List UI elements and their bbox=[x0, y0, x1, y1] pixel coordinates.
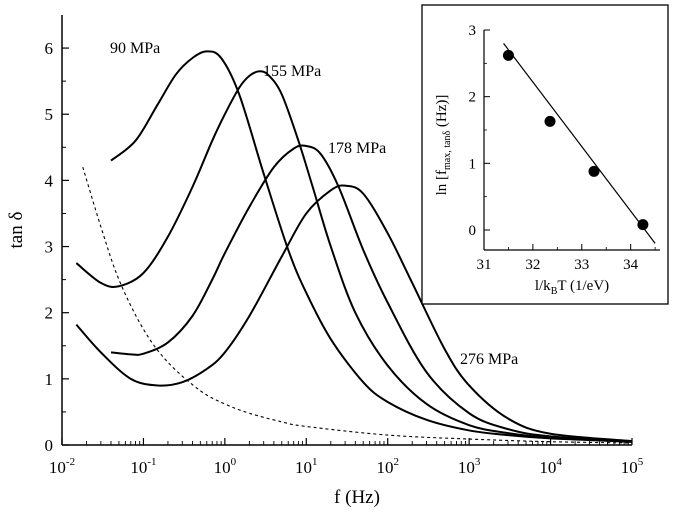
main-y-axis-label: tan δ bbox=[6, 211, 27, 248]
x-tick-label: 10-1 bbox=[130, 456, 156, 477]
series-label: 90 MPa bbox=[110, 40, 160, 57]
inset-x-tick-label: 34 bbox=[623, 257, 639, 273]
main-x-axis-label: f (Hz) bbox=[334, 487, 380, 508]
y-tick-label: 2 bbox=[45, 304, 54, 323]
series-curve-3 bbox=[110, 144, 633, 443]
inset-ticks: 0 1 2 3 31 32 33 34 bbox=[469, 23, 656, 273]
x-tick-label: 104 bbox=[539, 456, 562, 477]
inset-x-tick-label: 32 bbox=[525, 257, 540, 273]
inset-data-point bbox=[502, 49, 514, 61]
series-label: 276 MPa bbox=[460, 351, 518, 368]
series-labels: 90 MPa 155 MPa 178 MPa 276 MPa bbox=[110, 40, 518, 368]
series-curve-2 bbox=[75, 70, 633, 443]
series-curve-4 bbox=[75, 184, 633, 443]
y-tick-label: 3 bbox=[45, 238, 54, 257]
series-label: 178 MPa bbox=[328, 140, 386, 157]
y-tick-label: 0 bbox=[45, 436, 54, 455]
x-tick-label: 103 bbox=[458, 456, 481, 477]
y-tick-label: 6 bbox=[45, 39, 54, 58]
y-tick-label: 1 bbox=[45, 370, 54, 389]
inset-data-point bbox=[544, 115, 556, 127]
main-curves bbox=[75, 50, 633, 444]
series-label: 155 MPa bbox=[263, 63, 321, 80]
inset-x-axis-label: l/kBT (1/eV) bbox=[535, 278, 609, 297]
y-tick-label: 5 bbox=[45, 105, 54, 124]
x-tick-label: 100 bbox=[214, 456, 237, 477]
inset-y-tick-label: 2 bbox=[469, 90, 477, 106]
inset-y-tick-label: 1 bbox=[469, 156, 477, 172]
x-tick-label: 101 bbox=[295, 456, 318, 477]
inset-frame bbox=[421, 4, 669, 305]
series-curve-1 bbox=[110, 50, 633, 443]
x-tick-label: 102 bbox=[376, 456, 399, 477]
x-tick-label: 105 bbox=[621, 456, 644, 477]
inset-data-point bbox=[588, 165, 600, 177]
inset-fit-line bbox=[503, 42, 656, 244]
inset-points bbox=[502, 49, 649, 231]
inset-data-point bbox=[637, 219, 649, 231]
inset-y-tick-label: 0 bbox=[469, 223, 477, 239]
inset-x-tick-label: 33 bbox=[574, 257, 589, 273]
inset-x-tick-label: 31 bbox=[477, 257, 492, 273]
y-tick-label: 4 bbox=[45, 171, 54, 190]
x-tick-label: 10-2 bbox=[49, 456, 75, 477]
inset-y-axis-label: ln [fmax, tanδ (Hz)] bbox=[434, 95, 453, 196]
inset-y-tick-label: 3 bbox=[469, 23, 477, 39]
inset-plot: 0 1 2 3 31 32 33 34 l/kBT (1/eV) ln [fmax, tanδ… bbox=[421, 4, 669, 305]
dashed-curve bbox=[82, 166, 633, 444]
